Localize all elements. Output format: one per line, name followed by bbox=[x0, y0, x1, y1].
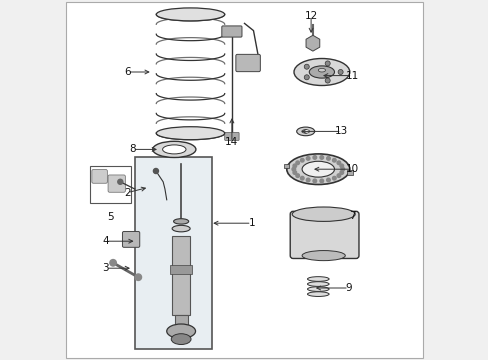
Ellipse shape bbox=[307, 282, 328, 287]
Text: 4: 4 bbox=[102, 236, 109, 246]
FancyBboxPatch shape bbox=[235, 54, 260, 72]
FancyBboxPatch shape bbox=[289, 211, 358, 258]
Ellipse shape bbox=[156, 127, 224, 140]
Ellipse shape bbox=[166, 324, 195, 338]
Ellipse shape bbox=[152, 141, 196, 158]
Ellipse shape bbox=[302, 161, 334, 177]
Text: 8: 8 bbox=[129, 144, 136, 154]
Circle shape bbox=[312, 156, 316, 159]
Circle shape bbox=[153, 168, 158, 174]
Bar bbox=[170, 265, 192, 274]
Bar bbox=[346, 170, 352, 175]
Ellipse shape bbox=[156, 8, 224, 21]
Circle shape bbox=[304, 64, 308, 69]
Circle shape bbox=[336, 174, 340, 177]
Circle shape bbox=[325, 61, 329, 66]
Circle shape bbox=[135, 274, 141, 280]
Text: 11: 11 bbox=[345, 71, 358, 81]
Circle shape bbox=[291, 167, 295, 171]
FancyBboxPatch shape bbox=[222, 26, 242, 37]
Text: 1: 1 bbox=[248, 218, 254, 228]
Text: 14: 14 bbox=[225, 137, 238, 147]
Circle shape bbox=[110, 260, 116, 266]
FancyBboxPatch shape bbox=[108, 175, 125, 192]
Circle shape bbox=[340, 167, 344, 171]
Circle shape bbox=[319, 179, 323, 183]
Ellipse shape bbox=[309, 66, 334, 78]
Circle shape bbox=[325, 78, 329, 83]
Circle shape bbox=[332, 176, 335, 180]
Bar bbox=[283, 164, 289, 168]
Ellipse shape bbox=[307, 287, 328, 292]
Bar bbox=[174, 315, 187, 337]
Circle shape bbox=[312, 179, 316, 183]
Circle shape bbox=[295, 174, 299, 177]
Text: 2: 2 bbox=[124, 188, 131, 198]
Ellipse shape bbox=[301, 130, 309, 133]
Circle shape bbox=[326, 178, 329, 182]
Text: 12: 12 bbox=[304, 11, 317, 21]
Circle shape bbox=[305, 157, 309, 160]
Ellipse shape bbox=[296, 127, 314, 136]
FancyBboxPatch shape bbox=[92, 170, 107, 183]
Circle shape bbox=[305, 178, 309, 182]
Circle shape bbox=[326, 157, 329, 160]
Circle shape bbox=[295, 161, 299, 165]
Bar bbox=[134, 157, 212, 349]
Text: 10: 10 bbox=[345, 164, 358, 174]
Circle shape bbox=[332, 158, 335, 162]
Circle shape bbox=[300, 176, 304, 180]
Ellipse shape bbox=[173, 219, 188, 224]
Ellipse shape bbox=[307, 276, 328, 282]
Circle shape bbox=[292, 171, 296, 174]
Text: 6: 6 bbox=[124, 67, 131, 77]
Circle shape bbox=[339, 164, 343, 168]
Ellipse shape bbox=[286, 154, 349, 184]
Ellipse shape bbox=[163, 145, 185, 154]
Bar bbox=[89, 166, 131, 203]
Ellipse shape bbox=[172, 225, 190, 232]
Bar bbox=[171, 236, 190, 315]
Circle shape bbox=[319, 156, 323, 159]
Text: 5: 5 bbox=[107, 212, 114, 222]
Text: 9: 9 bbox=[345, 283, 351, 293]
Ellipse shape bbox=[292, 207, 354, 221]
Ellipse shape bbox=[318, 68, 325, 72]
Ellipse shape bbox=[307, 292, 328, 297]
Ellipse shape bbox=[171, 334, 191, 345]
Ellipse shape bbox=[302, 251, 345, 261]
Circle shape bbox=[292, 164, 296, 168]
Text: 7: 7 bbox=[348, 211, 355, 221]
Circle shape bbox=[336, 161, 340, 165]
Text: 3: 3 bbox=[102, 263, 109, 273]
Circle shape bbox=[337, 69, 343, 75]
Ellipse shape bbox=[293, 58, 349, 85]
Circle shape bbox=[339, 171, 343, 174]
FancyBboxPatch shape bbox=[122, 231, 140, 247]
FancyBboxPatch shape bbox=[224, 132, 239, 140]
Circle shape bbox=[300, 158, 304, 162]
Text: 13: 13 bbox=[334, 126, 347, 136]
Circle shape bbox=[304, 75, 308, 80]
Circle shape bbox=[118, 179, 122, 184]
